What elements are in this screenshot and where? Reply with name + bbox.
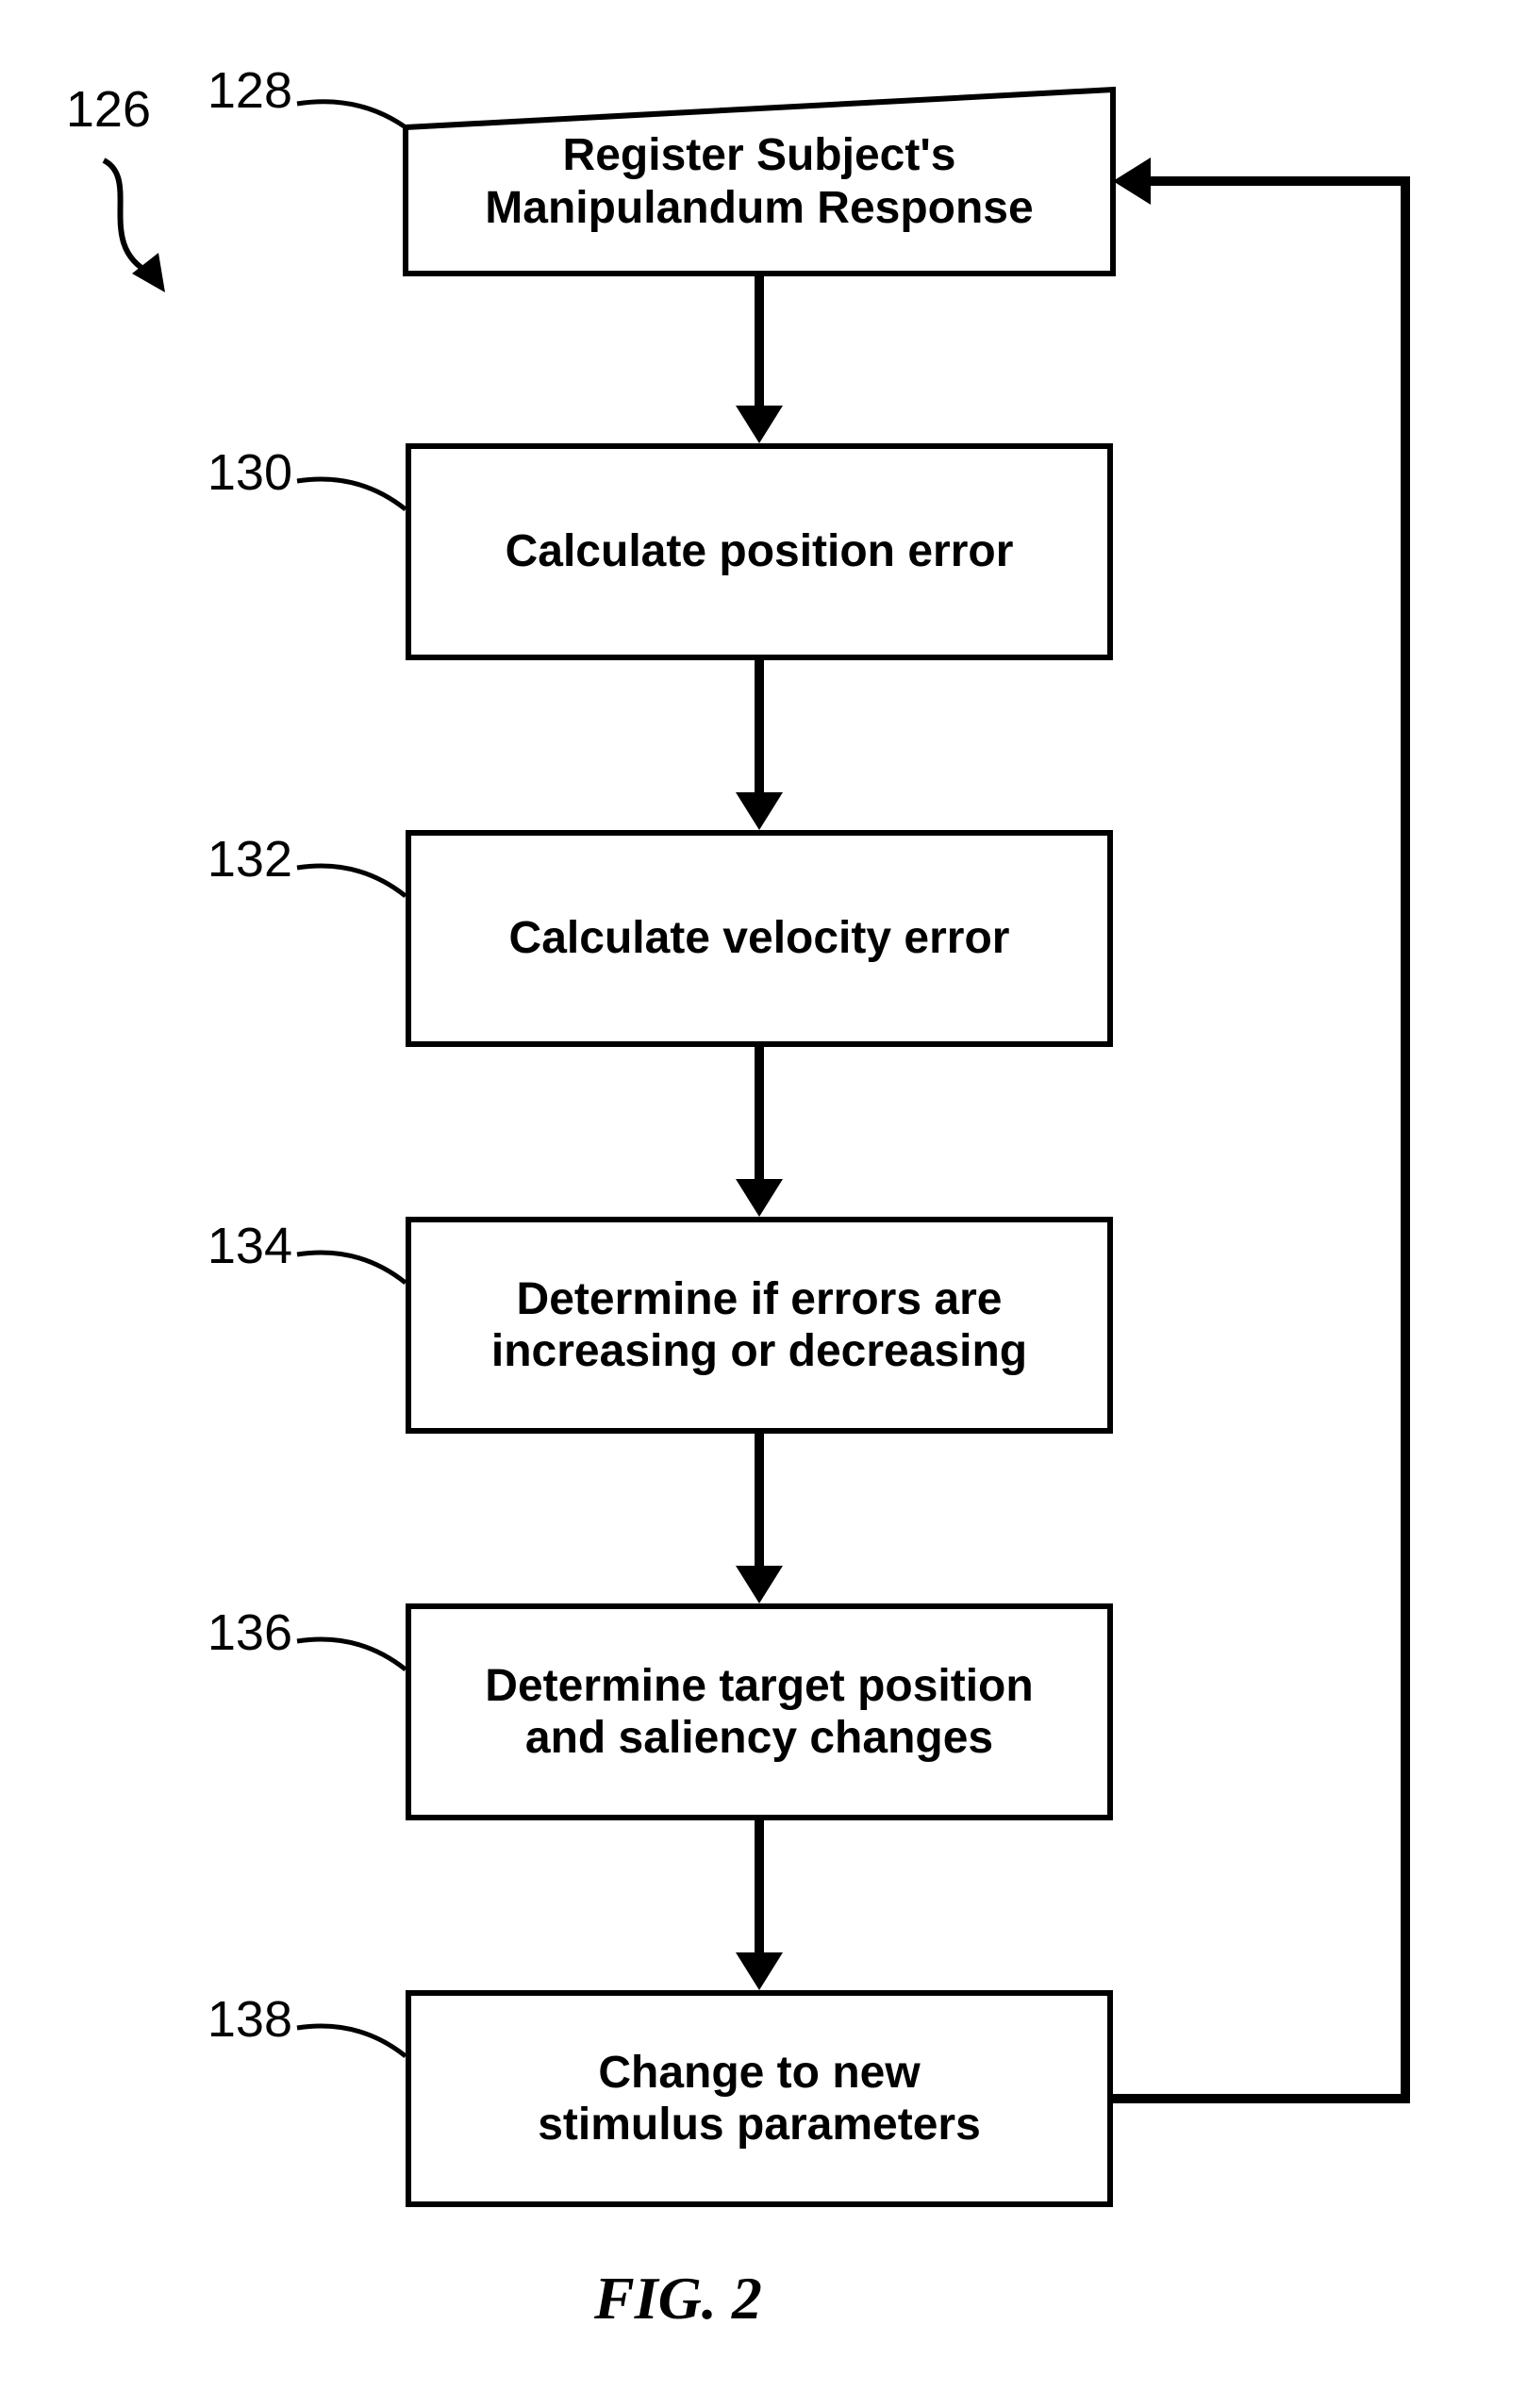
box-136: Determine target position and saliency c…: [406, 1603, 1113, 1820]
box-130-label: Calculate position error: [506, 525, 1014, 577]
leader-130: [297, 479, 406, 509]
arrowhead-134-136: [736, 1566, 783, 1603]
leader-138: [297, 2026, 406, 2056]
arrowhead-136-138: [736, 1952, 783, 1990]
figure-caption: FIG. 2: [594, 2264, 762, 2333]
ref-126: 126: [19, 80, 151, 139]
leader-136: [297, 1639, 406, 1669]
leader-126-arrowhead: [132, 253, 165, 292]
box-128-label: Register Subject's Manipulandum Response: [485, 129, 1033, 233]
box-128-text: Register Subject's Manipulandum Response: [406, 90, 1113, 274]
ref-132: 132: [189, 830, 292, 888]
arrowhead-130-132: [736, 792, 783, 830]
box-132: Calculate velocity error: [406, 830, 1113, 1047]
leader-134: [297, 1253, 406, 1283]
arrowhead-132-134: [736, 1179, 783, 1217]
ref-138: 138: [189, 1990, 292, 2049]
leader-126-curve: [104, 160, 151, 274]
feedback-loop-line: [1113, 181, 1405, 2099]
ref-134: 134: [189, 1217, 292, 1275]
box-138-label: Change to new stimulus parameters: [538, 2047, 981, 2151]
leader-128: [297, 102, 406, 127]
box-134-label: Determine if errors are increasing or de…: [491, 1273, 1027, 1377]
flowchart-canvas: Register Subject's Manipulandum Response…: [0, 0, 1527, 2408]
feedback-loop-arrowhead: [1113, 158, 1151, 205]
ref-130: 130: [189, 443, 292, 502]
ref-128: 128: [189, 61, 292, 120]
box-138: Change to new stimulus parameters: [406, 1990, 1113, 2207]
box-132-label: Calculate velocity error: [509, 912, 1010, 964]
ref-136: 136: [189, 1603, 292, 1662]
arrowhead-128-130: [736, 406, 783, 443]
box-134: Determine if errors are increasing or de…: [406, 1217, 1113, 1434]
box-136-label: Determine target position and saliency c…: [485, 1660, 1033, 1764]
box-130: Calculate position error: [406, 443, 1113, 660]
leader-132: [297, 866, 406, 896]
